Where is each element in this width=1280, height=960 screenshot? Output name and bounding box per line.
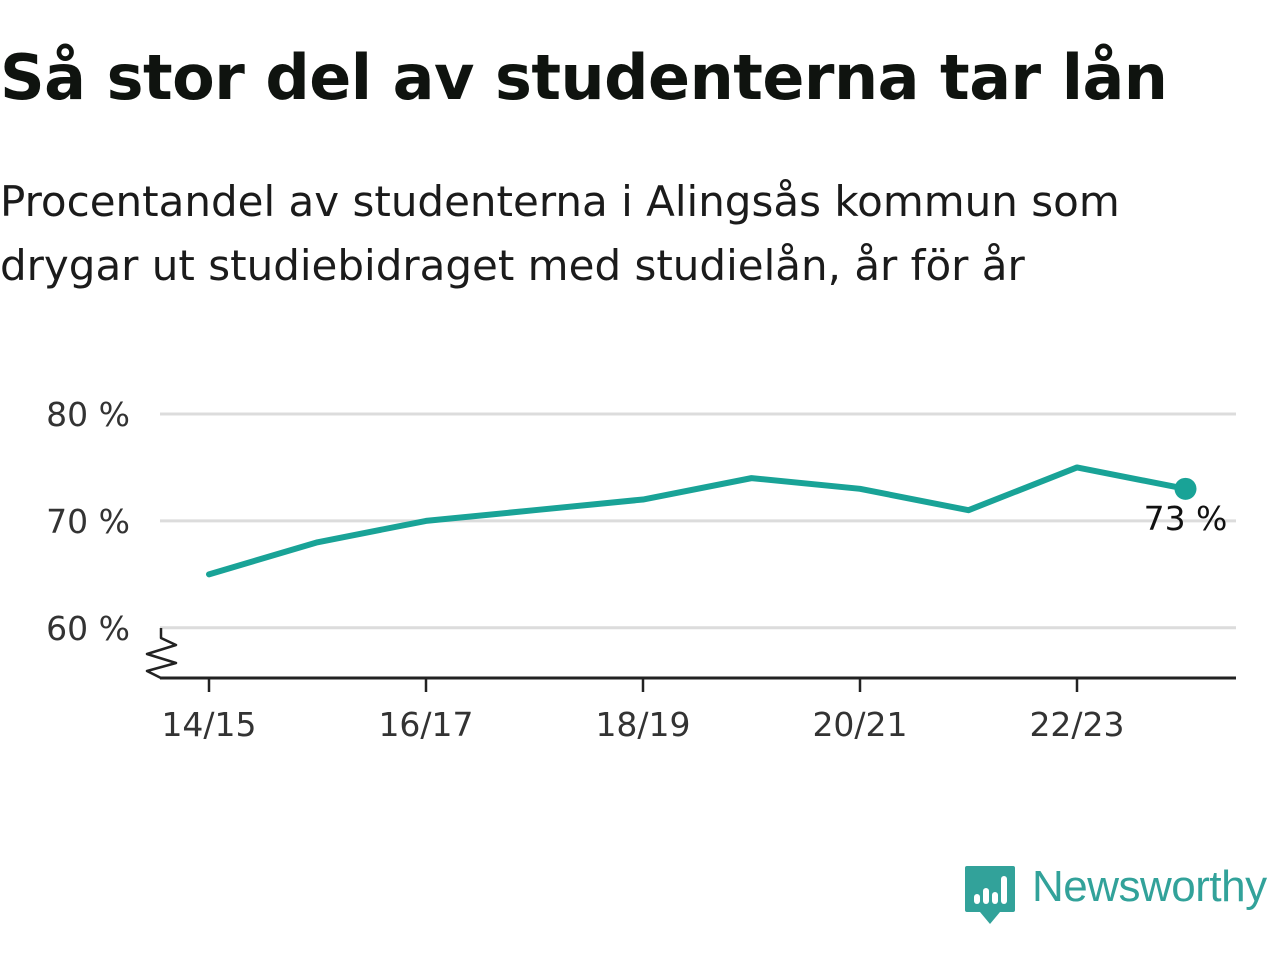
chart-subtitle: Procentandel av studenterna i Alingsås k…: [0, 177, 1120, 290]
x-tick-label: 16/17: [378, 705, 473, 744]
series: [206, 464, 1197, 578]
x-tick-label: 18/19: [595, 705, 690, 744]
data-labels: 73 %: [1144, 499, 1228, 538]
newsworthy-logo-text: Newsworthy: [1032, 862, 1267, 911]
y-tick-label: 80 %: [46, 395, 130, 434]
x-axis: 14/15 16/17 18/19 20/21 22/23: [145, 628, 1236, 744]
series-line: [206, 464, 1189, 578]
y-tick-label: 60 %: [46, 609, 130, 648]
newsworthy-logo: Newsworthy: [964, 862, 1267, 926]
end-point-marker: [1174, 477, 1197, 500]
x-tick-label: 14/15: [161, 705, 256, 744]
gridlines: [160, 412, 1236, 630]
x-tick-label: 20/21: [812, 705, 907, 744]
y-tick-label: 70 %: [46, 502, 130, 541]
end-value-label: 73 %: [1144, 499, 1228, 538]
chart-title: Så stor del av studenterna tar lån: [0, 41, 1168, 114]
newsworthy-chart-bubble-icon: [965, 866, 1015, 924]
y-axis: 60 % 70 % 80 %: [46, 395, 130, 648]
y-axis-break-icon: [145, 628, 178, 680]
x-tick-label: 22/23: [1029, 705, 1124, 744]
